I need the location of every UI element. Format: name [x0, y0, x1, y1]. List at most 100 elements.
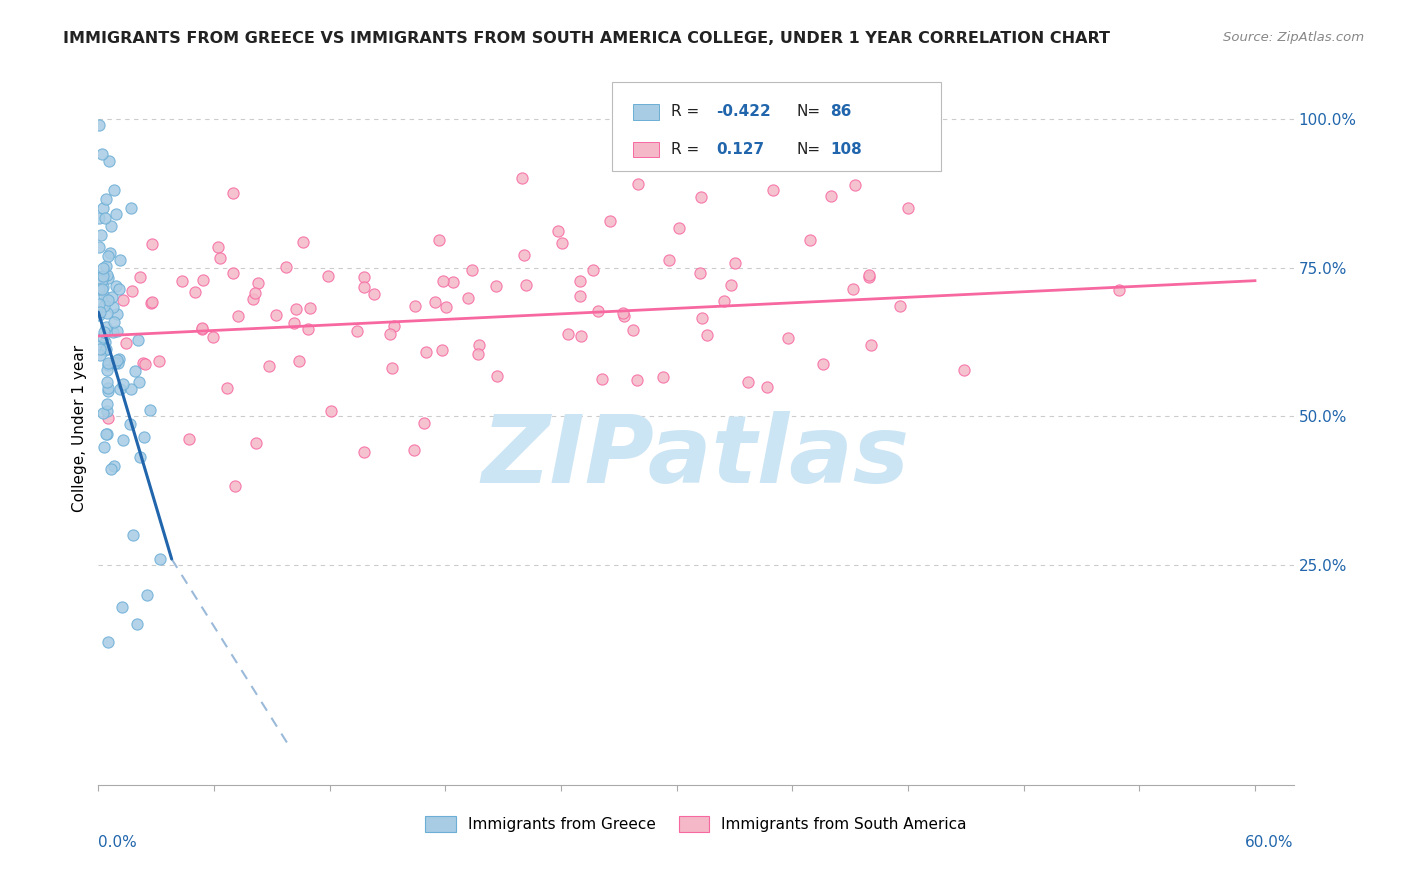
Point — [97, 381, 120, 395]
Point — [121, 284, 143, 298]
Point — [96, 359, 118, 373]
Point — [101, 290, 124, 304]
Point — [858, 268, 880, 282]
Point — [128, 375, 150, 389]
Text: Source: ZipAtlas.com: Source: ZipAtlas.com — [1223, 31, 1364, 45]
Point — [132, 355, 155, 369]
Point — [104, 356, 127, 370]
Point — [413, 417, 436, 431]
Y-axis label: College, Under 1 year: College, Under 1 year — [72, 344, 87, 512]
Point — [132, 430, 155, 444]
Point — [316, 269, 339, 284]
FancyBboxPatch shape — [613, 82, 941, 171]
Point — [94, 192, 117, 206]
Point — [859, 338, 882, 352]
Point — [105, 353, 128, 368]
Point — [432, 274, 454, 288]
Point — [112, 433, 135, 447]
Point — [110, 599, 132, 614]
Point — [242, 292, 264, 306]
Point — [557, 326, 579, 341]
Text: IMMIGRANTS FROM GREECE VS IMMIGRANTS FROM SOUTH AMERICA COLLEGE, UNDER 1 YEAR CO: IMMIGRANTS FROM GREECE VS IMMIGRANTS FRO… — [63, 31, 1111, 46]
Point — [97, 635, 120, 649]
Point — [427, 233, 450, 247]
Point — [547, 224, 569, 238]
Point — [569, 328, 592, 343]
Point — [184, 285, 207, 299]
Point — [101, 325, 124, 339]
Point — [724, 255, 747, 269]
Point — [127, 333, 149, 347]
Point — [89, 304, 111, 318]
Point — [97, 410, 120, 425]
Point — [94, 320, 117, 334]
Point — [257, 359, 280, 373]
Point — [513, 248, 536, 262]
Point — [134, 357, 156, 371]
Point — [93, 211, 115, 225]
Point — [93, 299, 115, 313]
Point — [841, 282, 863, 296]
Point — [221, 186, 243, 200]
Point — [285, 301, 308, 316]
Point — [612, 306, 634, 320]
Point — [201, 329, 224, 343]
FancyBboxPatch shape — [633, 142, 659, 158]
Point — [346, 324, 368, 338]
Point — [96, 292, 118, 306]
Point — [512, 171, 534, 186]
Point — [319, 404, 342, 418]
Point — [125, 617, 148, 632]
Point — [283, 316, 305, 330]
Point — [97, 271, 120, 285]
Point — [105, 324, 128, 338]
Point — [737, 375, 759, 389]
Point — [844, 178, 866, 192]
Point — [1108, 283, 1130, 297]
Point — [246, 276, 269, 290]
Point — [208, 252, 231, 266]
Point — [288, 353, 311, 368]
Point — [226, 309, 249, 323]
Point — [776, 331, 799, 345]
Point — [696, 328, 718, 343]
Point — [626, 373, 648, 387]
Point — [297, 322, 319, 336]
Point — [94, 334, 117, 349]
Point — [111, 376, 134, 391]
Text: 60.0%: 60.0% — [1246, 835, 1294, 850]
Legend: Immigrants from Greece, Immigrants from South America: Immigrants from Greece, Immigrants from … — [419, 810, 973, 838]
Text: 108: 108 — [830, 142, 862, 157]
Point — [215, 381, 238, 395]
Point — [668, 221, 690, 235]
Point — [94, 343, 117, 357]
Point — [264, 308, 287, 322]
Point — [485, 278, 508, 293]
Point — [404, 299, 426, 313]
Text: R =: R = — [671, 142, 704, 157]
Point — [568, 289, 591, 303]
Point — [120, 382, 142, 396]
Point — [93, 325, 115, 339]
Point — [103, 300, 125, 314]
Point — [107, 356, 129, 370]
Point — [139, 403, 162, 417]
Point — [100, 219, 122, 233]
Point — [599, 214, 621, 228]
Point — [613, 309, 636, 323]
Point — [889, 299, 911, 313]
Point — [122, 528, 145, 542]
Point — [91, 260, 114, 275]
Point — [191, 322, 214, 336]
Point — [467, 338, 489, 352]
Point — [91, 279, 114, 293]
Point — [430, 343, 453, 357]
Point — [124, 364, 146, 378]
Point — [897, 201, 920, 215]
Point — [89, 297, 111, 311]
Point — [93, 406, 115, 420]
Point — [298, 301, 321, 316]
Point — [139, 296, 162, 310]
Point — [89, 339, 111, 353]
Point — [172, 274, 194, 288]
